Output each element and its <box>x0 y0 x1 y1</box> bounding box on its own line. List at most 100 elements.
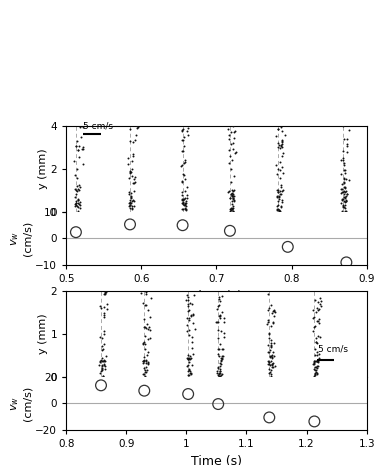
Point <box>311 358 317 365</box>
Point <box>183 207 189 214</box>
Point <box>217 367 223 374</box>
Point <box>102 357 108 365</box>
Point <box>277 183 284 191</box>
Point <box>131 188 137 195</box>
Point <box>218 361 225 368</box>
Point <box>275 165 281 173</box>
Point <box>142 368 148 376</box>
Point <box>217 298 223 305</box>
Point <box>181 195 187 203</box>
Point <box>313 338 319 345</box>
Point <box>313 364 319 371</box>
Point <box>129 172 135 179</box>
Point <box>76 199 82 207</box>
Point <box>187 367 193 375</box>
Point <box>190 311 196 318</box>
Point <box>188 312 194 320</box>
Point <box>74 137 81 145</box>
Point <box>338 199 344 206</box>
Point <box>216 293 222 301</box>
Point <box>280 150 286 157</box>
Point <box>127 199 133 207</box>
Point <box>342 194 348 201</box>
Point <box>142 345 148 353</box>
Point <box>130 138 136 146</box>
Point <box>315 362 321 370</box>
Point <box>102 291 108 298</box>
Point <box>273 309 279 316</box>
Point <box>186 355 192 362</box>
Point <box>266 414 272 421</box>
Point <box>230 140 236 147</box>
Point <box>135 123 141 130</box>
Point <box>75 146 81 154</box>
Point <box>339 189 345 196</box>
Point <box>268 339 274 346</box>
Point <box>265 317 271 324</box>
Point <box>127 126 133 133</box>
Point <box>341 174 347 181</box>
Point <box>338 189 344 196</box>
Point <box>217 340 223 348</box>
Point <box>266 361 273 369</box>
Point <box>232 148 239 155</box>
Point <box>185 367 191 375</box>
Point <box>266 360 272 368</box>
Point <box>342 188 348 196</box>
Point <box>277 190 283 198</box>
Point <box>267 352 273 360</box>
Point <box>101 341 107 348</box>
Point <box>314 369 320 377</box>
Point <box>315 298 321 306</box>
Point <box>339 196 345 204</box>
Point <box>129 165 135 173</box>
Point <box>138 289 144 297</box>
Point <box>275 201 281 209</box>
Point <box>222 318 228 325</box>
Point <box>311 359 317 366</box>
Point <box>143 357 149 365</box>
Point <box>341 187 347 194</box>
Point <box>184 291 191 299</box>
Point <box>102 362 108 369</box>
Point <box>231 197 237 204</box>
Point <box>184 354 190 362</box>
Point <box>279 197 285 204</box>
Point <box>274 188 280 195</box>
Point <box>181 143 187 150</box>
Point <box>266 305 272 312</box>
Point <box>73 228 79 236</box>
Point <box>145 336 151 343</box>
Point <box>188 370 194 377</box>
Point <box>75 146 81 154</box>
Point <box>312 363 318 371</box>
Point <box>130 152 136 159</box>
Point <box>182 205 188 212</box>
Point <box>132 179 138 186</box>
Point <box>216 345 222 353</box>
Point <box>144 360 150 368</box>
Point <box>142 301 148 309</box>
Point <box>219 354 225 361</box>
Point <box>218 357 224 364</box>
Point <box>144 351 150 358</box>
Point <box>142 340 148 348</box>
Point <box>269 354 275 362</box>
Point <box>266 358 272 365</box>
Point <box>217 365 223 372</box>
Point <box>341 202 347 209</box>
Point <box>179 177 185 185</box>
Point <box>340 154 346 162</box>
Point <box>140 339 146 346</box>
Point <box>266 366 272 373</box>
Point <box>226 135 232 142</box>
Point <box>74 183 80 190</box>
Point <box>311 357 318 365</box>
Point <box>180 128 186 135</box>
Point <box>182 201 188 208</box>
Point <box>277 144 283 152</box>
Point <box>142 323 148 331</box>
Point <box>226 187 232 195</box>
Point <box>341 197 347 205</box>
Point <box>218 371 225 379</box>
